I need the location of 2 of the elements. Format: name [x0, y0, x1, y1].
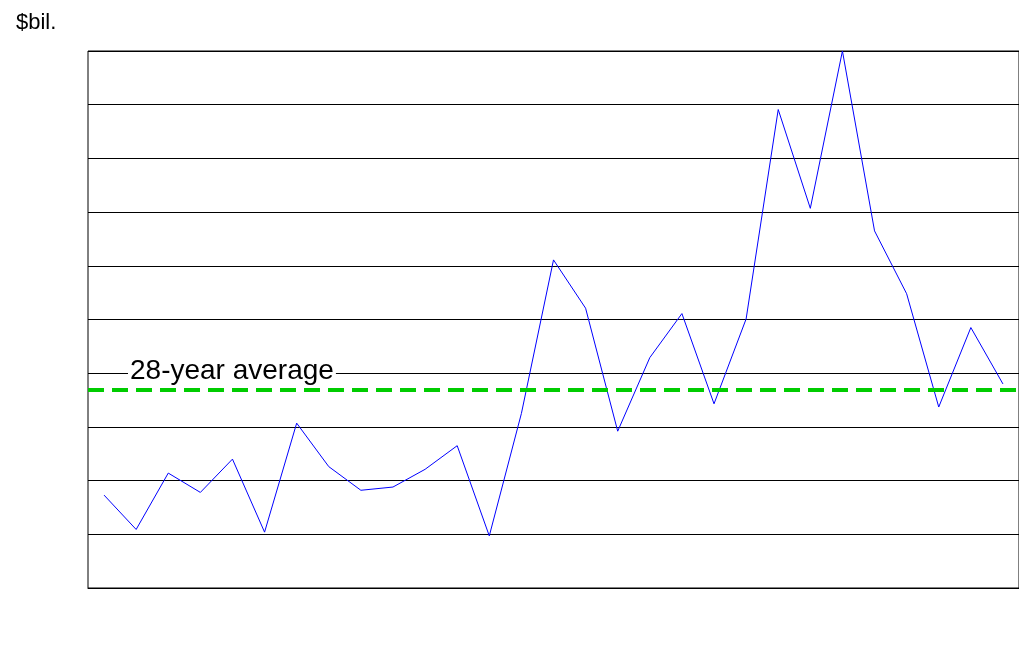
y-axis-title: $bil. [16, 8, 57, 34]
ref-line-label: 28-year average [130, 353, 334, 385]
